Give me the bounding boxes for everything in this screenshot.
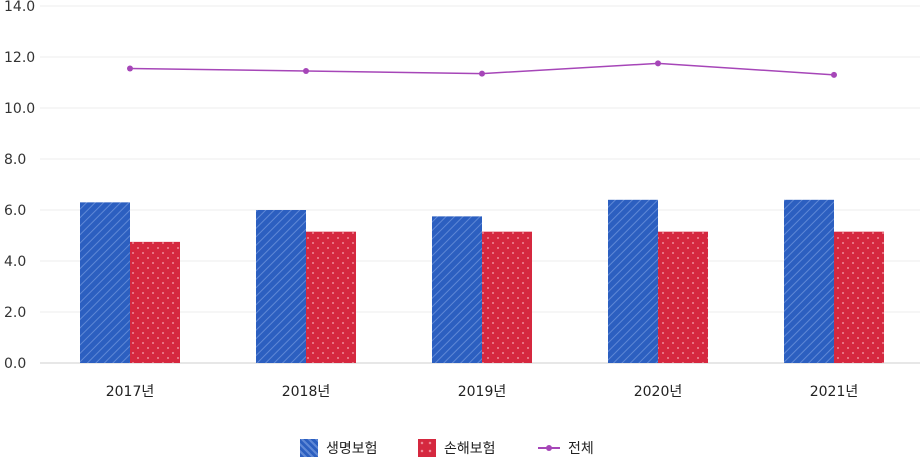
- legend: 생명보험 손해보험 전체: [0, 438, 920, 462]
- y-tick-label: 2.0: [4, 305, 26, 321]
- legend-item-life-insurance: 생명보험: [300, 438, 378, 458]
- x-category-label: 2017년: [106, 384, 155, 400]
- y-tick-label: 0.0: [4, 356, 26, 372]
- total-line-point: [479, 70, 485, 77]
- y-tick-label: 4.0: [4, 254, 26, 270]
- legend-label-total: 전체: [568, 441, 594, 457]
- bar-life-insurance: [608, 199, 658, 363]
- y-tick-label: 12.0: [4, 50, 35, 66]
- y-tick-label: 8.0: [4, 152, 26, 168]
- bar-life-insurance: [80, 202, 130, 363]
- y-tick-label: 6.0: [4, 203, 26, 219]
- bar-non-life-insurance: [130, 241, 180, 363]
- x-axis-category-labels: 2017년 2018년 2019년 2020년 2021년: [106, 384, 859, 400]
- bar-non-life-insurance: [306, 231, 356, 363]
- bar-life-insurance: [784, 199, 834, 363]
- legend-label-life-insurance: 생명보험: [326, 441, 378, 457]
- bars: [80, 199, 884, 363]
- x-category-label: 2018년: [282, 384, 331, 400]
- total-line-point: [655, 60, 661, 67]
- legend-swatch-life-insurance: [300, 439, 318, 457]
- bar-non-life-insurance: [658, 231, 708, 363]
- y-tick-label: 10.0: [4, 101, 35, 117]
- bar-non-life-insurance: [834, 231, 884, 363]
- x-category-label: 2021년: [810, 384, 859, 400]
- total-line-point: [831, 71, 837, 78]
- chart: 0.02.04.06.08.010.012.014.0 2017년 2018년 20…: [4, 0, 920, 400]
- total-line-point: [303, 68, 309, 75]
- bar-life-insurance: [432, 216, 482, 363]
- bar-non-life-insurance: [482, 231, 532, 363]
- total-line: [127, 60, 837, 78]
- y-tick-label: 14.0: [4, 0, 35, 15]
- legend-item-non-life-insurance: 손해보험: [418, 438, 496, 458]
- legend-swatch-non-life-insurance: [418, 439, 436, 457]
- bar-life-insurance: [256, 210, 306, 363]
- x-category-label: 2019년: [458, 384, 507, 400]
- legend-label-non-life-insurance: 손해보험: [444, 441, 496, 457]
- total-line-point: [127, 65, 133, 72]
- y-axis-tick-labels: 0.0 2.0 4.0 6.0 8.0 10.0 12.0 14.0: [4, 0, 35, 372]
- legend-item-total: 전체: [538, 438, 594, 458]
- legend-line-total: [538, 443, 560, 453]
- x-category-label: 2020년: [634, 384, 683, 400]
